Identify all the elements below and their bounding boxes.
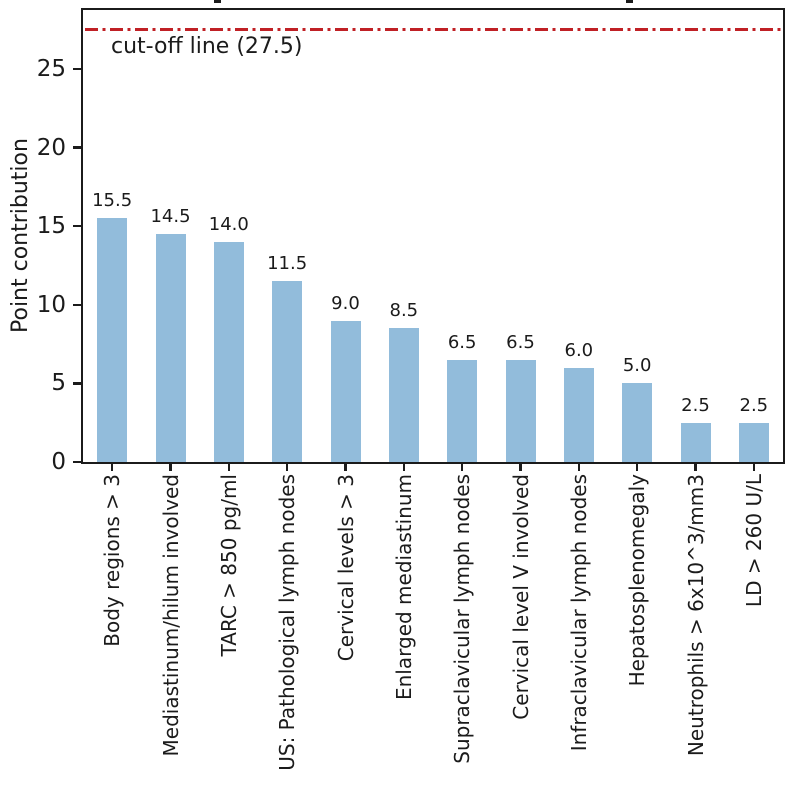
bar-value-label: 2.5 — [739, 394, 769, 416]
y-axis-tick — [73, 67, 83, 71]
bar-value-label: 11.5 — [267, 253, 308, 275]
plot-area — [81, 8, 785, 464]
x-category-label: TARC > 850 pg/ml — [216, 474, 241, 657]
x-category-label: Body regions > 3 — [100, 474, 125, 647]
x-category-label: Cervical level V involved — [508, 474, 533, 720]
y-axis-tick — [73, 460, 83, 464]
x-category-label: US: Pathological lymph nodes — [275, 474, 300, 771]
x-axis-tick — [752, 462, 756, 471]
x-axis-tick — [577, 462, 581, 471]
x-axis-tick — [694, 462, 697, 471]
x-category-label: Mediastinum/hilum involved — [158, 474, 183, 757]
bar-value-label: 14.0 — [208, 213, 249, 235]
bar — [738, 422, 769, 462]
bar-value-label: 14.5 — [150, 206, 191, 228]
x-axis-tick — [110, 462, 114, 471]
y-axis-tick — [73, 303, 83, 307]
bar-value-label: 9.0 — [331, 292, 360, 314]
bar — [97, 218, 128, 462]
bar — [388, 328, 419, 462]
bar — [213, 241, 244, 462]
y-axis-tick — [73, 146, 83, 149]
bar — [563, 367, 594, 462]
y-axis-tick — [73, 382, 83, 385]
y-tick-label: 25 — [36, 55, 66, 82]
cropped-title-remnant — [214, 0, 221, 3]
cutoff-line — [85, 28, 781, 32]
bar-value-label: 15.5 — [92, 190, 133, 212]
x-axis-tick — [344, 462, 347, 471]
bar — [330, 320, 361, 462]
y-tick-label: 5 — [51, 370, 66, 397]
x-axis-tick — [169, 462, 172, 471]
x-category-label: Hepatosplenomegaly — [625, 474, 650, 687]
y-tick-label: 15 — [36, 213, 66, 240]
y-tick-label: 10 — [36, 291, 66, 318]
bar — [447, 359, 478, 462]
y-axis-tick — [73, 224, 83, 228]
x-axis-tick — [285, 462, 289, 471]
x-category-label: Cervical levels > 3 — [333, 474, 358, 662]
bar — [155, 234, 186, 462]
bar — [680, 422, 711, 462]
bar — [505, 359, 536, 462]
x-axis-tick — [460, 462, 464, 471]
x-axis-tick — [635, 462, 639, 471]
x-axis-tick — [227, 462, 231, 471]
bar — [622, 383, 653, 462]
x-category-label: LD > 260 U/L — [741, 474, 766, 608]
x-axis-tick — [519, 462, 522, 471]
x-category-label: Infraclavicular lymph nodes — [566, 474, 591, 752]
y-tick-label: 0 — [51, 449, 66, 475]
cutoff-line-label: cut-off line (27.5) — [111, 34, 303, 59]
bar-value-label: 5.0 — [622, 355, 652, 377]
x-category-label: Supraclavicular lymph nodes — [450, 474, 475, 764]
bar-value-label: 2.5 — [681, 394, 710, 416]
x-category-label: Neutrophils > 6x10^3/mm3 — [683, 474, 708, 757]
bar-value-label: 6.0 — [564, 339, 594, 361]
bar-value-label: 6.5 — [447, 331, 477, 353]
bar-value-label: 8.5 — [389, 300, 419, 322]
cropped-title-remnant — [626, 0, 633, 3]
bar-value-label: 6.5 — [506, 331, 535, 353]
y-tick-label: 20 — [36, 134, 66, 161]
x-axis-tick — [402, 462, 406, 471]
x-category-label: Enlarged mediastinum — [391, 474, 416, 700]
bar — [272, 281, 303, 462]
